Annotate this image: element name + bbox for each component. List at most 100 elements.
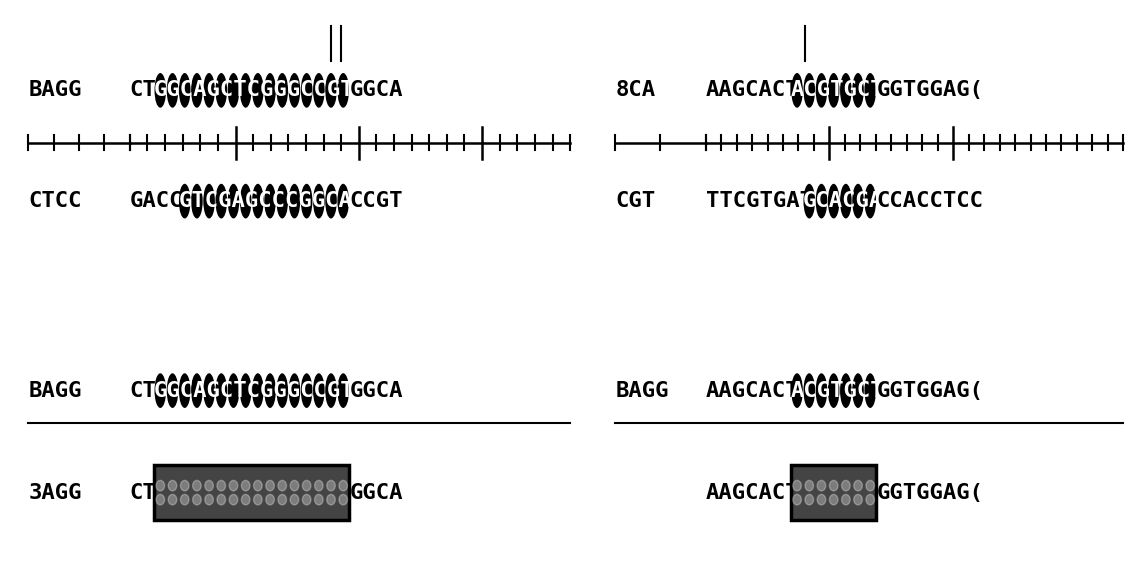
Ellipse shape [216,373,227,408]
Text: CT: CT [130,381,157,401]
Ellipse shape [817,480,825,491]
Ellipse shape [325,373,336,408]
Text: CGT: CGT [615,191,656,211]
Ellipse shape [828,184,840,219]
Text: AAGCACT: AAGCACT [706,381,799,401]
Ellipse shape [841,494,850,505]
Ellipse shape [239,373,252,408]
Ellipse shape [289,184,300,219]
Ellipse shape [277,184,288,219]
Ellipse shape [791,373,803,408]
Ellipse shape [313,373,325,408]
Text: GGTGGAG(: GGTGGAG( [876,80,983,100]
Ellipse shape [228,373,239,408]
Text: TTCGTGAT: TTCGTGAT [706,191,813,211]
Ellipse shape [793,494,802,505]
Ellipse shape [338,373,349,408]
Ellipse shape [254,480,262,491]
Ellipse shape [203,373,215,408]
Text: GCACGA: GCACGA [803,191,883,211]
Ellipse shape [203,184,215,219]
Ellipse shape [300,73,313,108]
Text: GGCAGCTCGGGCCGTC: GGCAGCTCGGGCCGTC [155,381,368,401]
Ellipse shape [217,480,226,491]
Ellipse shape [264,373,275,408]
Text: 3AGG: 3AGG [28,483,81,503]
Ellipse shape [278,480,287,491]
Ellipse shape [289,373,300,408]
Ellipse shape [181,480,189,491]
Text: GGCA: GGCA [349,381,403,401]
Ellipse shape [817,494,825,505]
Ellipse shape [252,373,264,408]
Ellipse shape [178,184,191,219]
Text: CCGT: CCGT [349,191,403,211]
Text: GGCA: GGCA [349,483,403,503]
Ellipse shape [277,73,288,108]
Ellipse shape [204,480,213,491]
Ellipse shape [178,73,191,108]
Ellipse shape [264,73,275,108]
Ellipse shape [216,184,227,219]
Ellipse shape [325,184,336,219]
Text: GGCA: GGCA [349,80,403,100]
Ellipse shape [854,494,863,505]
Ellipse shape [326,480,335,491]
Ellipse shape [840,184,851,219]
Ellipse shape [203,73,215,108]
Text: 8CA: 8CA [615,80,656,100]
Ellipse shape [191,184,203,219]
Ellipse shape [828,373,840,408]
Ellipse shape [228,73,239,108]
Ellipse shape [290,480,299,491]
Ellipse shape [277,373,288,408]
Ellipse shape [852,373,864,408]
Ellipse shape [242,480,250,491]
Ellipse shape [852,73,864,108]
Text: BAGG: BAGG [28,80,81,100]
Ellipse shape [815,373,828,408]
Ellipse shape [193,480,201,491]
Bar [155,465,349,520]
Text: AAGCACT: AAGCACT [706,483,799,503]
Text: AAGCACT: AAGCACT [706,80,799,100]
Ellipse shape [155,73,166,108]
Text: GGTGGAG(: GGTGGAG( [876,381,983,401]
Text: CT: CT [130,80,157,100]
Text: CT: CT [130,483,157,503]
Ellipse shape [852,184,864,219]
Ellipse shape [167,73,178,108]
Ellipse shape [866,494,875,505]
Ellipse shape [254,494,262,505]
Text: BAGG: BAGG [28,381,81,401]
Ellipse shape [339,480,348,491]
Ellipse shape [167,373,178,408]
Ellipse shape [338,184,349,219]
Ellipse shape [264,184,275,219]
Text: GGTGGAG(: GGTGGAG( [876,483,983,503]
Ellipse shape [805,494,814,505]
Text: BAGG: BAGG [615,381,668,401]
Ellipse shape [216,73,227,108]
Bar [791,465,876,520]
Ellipse shape [252,184,264,219]
Text: CTCC: CTCC [28,191,81,211]
Ellipse shape [178,373,191,408]
Ellipse shape [229,480,238,491]
Ellipse shape [854,480,863,491]
Ellipse shape [338,73,349,108]
Ellipse shape [252,73,264,108]
Ellipse shape [181,494,189,505]
Ellipse shape [155,373,166,408]
Ellipse shape [217,494,226,505]
Ellipse shape [265,494,274,505]
Ellipse shape [791,73,803,108]
Ellipse shape [239,184,252,219]
Ellipse shape [303,480,310,491]
Text: ACGTGCT: ACGTGCT [791,80,885,100]
Ellipse shape [325,73,336,108]
Ellipse shape [303,494,310,505]
Ellipse shape [830,480,838,491]
Ellipse shape [840,73,851,108]
Ellipse shape [168,494,177,505]
